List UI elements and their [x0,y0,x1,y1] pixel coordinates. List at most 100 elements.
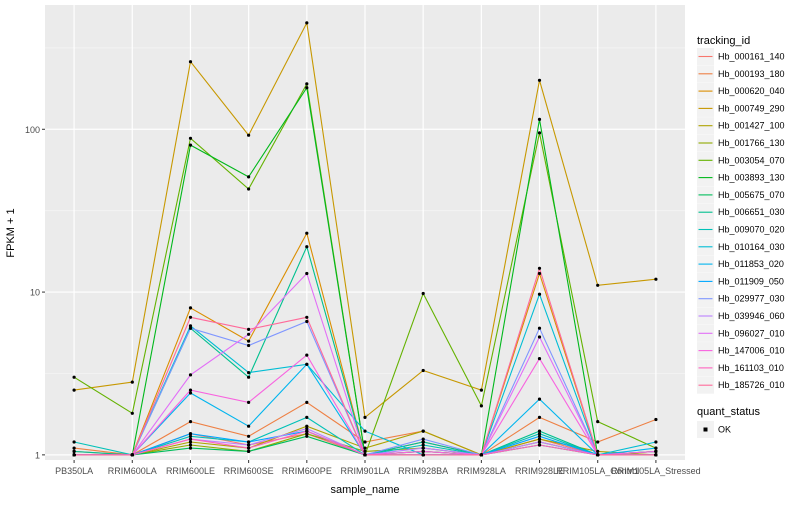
data-point [247,440,251,444]
legend-label: Hb_003054_070 [718,155,785,165]
data-point [188,324,193,328]
x-tick-label: RRIM600LA [108,466,157,476]
data-point [654,277,658,281]
data-point [188,315,193,319]
data-point [421,440,425,444]
data-point [305,432,309,436]
data-point [72,440,76,444]
x-tick-label: RRIM928BA [398,466,448,476]
data-point [247,339,251,343]
data-point [188,420,193,424]
data-point [72,375,76,379]
data-point [188,437,193,441]
data-point [188,432,193,436]
legend-label: Hb_003893_130 [718,173,785,183]
data-point [305,434,309,438]
data-point [363,429,367,433]
data-point [479,388,483,392]
data-point [188,440,193,444]
legend-label: Hb_039946_060 [718,311,785,321]
data-point [305,82,309,86]
data-point [305,319,309,324]
legend-label: Hb_011853_020 [718,259,784,269]
x-tick-label: RRIM105LA_Stressed [611,466,701,476]
legend-label: Hb_009070_020 [718,225,785,235]
data-point [188,443,193,447]
legend-label: Hb_029977_030 [718,294,785,304]
data-point [654,417,658,422]
y-axis-title: FPKM + 1 [5,208,17,257]
data-point [305,21,309,25]
data-point [363,449,367,453]
legend-label: Hb_005675_070 [718,190,785,200]
data-point [247,446,251,450]
data-point [537,415,542,419]
data-point [654,449,658,453]
legend-label: Hb_185726_010 [718,380,785,390]
legend-label: Hb_001766_130 [718,138,785,148]
points-legend-marker [703,427,708,432]
data-point [247,175,251,179]
data-point [247,133,251,137]
data-point [421,368,425,373]
data-point [537,429,542,433]
legend-label: Hb_011909_050 [718,276,784,286]
data-point [363,446,367,450]
data-point [421,446,425,450]
data-point [421,291,425,296]
data-point [247,434,251,438]
points-legend-items: OK [697,421,731,438]
data-point [188,373,193,377]
data-point [537,437,542,441]
data-point [363,415,367,419]
x-tick-label: RRIM928LA [457,466,506,476]
data-point [421,449,425,453]
data-point [537,443,542,447]
data-point [72,388,76,392]
data-point [305,271,309,276]
data-point [305,400,309,404]
legend-label: Hb_000749_290 [718,103,785,113]
data-point [537,266,542,270]
data-point [247,400,251,404]
legend-label: Hb_096027_010 [718,328,785,338]
data-point [363,453,367,457]
data-point [247,187,251,191]
data-point [305,429,309,433]
data-point [188,326,193,330]
data-point [654,446,658,450]
data-point [537,78,542,82]
data-point [537,292,542,296]
data-point [596,283,600,287]
data-point [421,437,425,441]
data-point [421,453,425,457]
data-point [305,362,309,366]
data-point [72,453,76,457]
legend: tracking_id Hb_000161_140Hb_000193_180Hb… [697,35,785,438]
data-point [537,326,542,330]
data-point [537,434,542,438]
data-point [596,449,600,453]
data-point [537,335,542,339]
data-point [247,424,251,428]
data-point [305,86,309,90]
data-point [188,60,193,64]
data-point [305,353,309,357]
data-point [596,420,600,424]
data-point [188,434,193,438]
data-point [247,449,251,453]
data-point [537,440,542,444]
data-point [654,453,658,457]
data-point [188,388,193,392]
data-point [479,404,483,408]
data-point [537,271,542,276]
data-point [537,397,542,401]
data-point [247,371,251,375]
y-tick-label: 100 [25,125,40,135]
data-point [305,424,309,428]
data-point [305,427,309,431]
legend-title: tracking_id [697,35,750,47]
x-tick-label: RRIM901LA [340,466,389,476]
